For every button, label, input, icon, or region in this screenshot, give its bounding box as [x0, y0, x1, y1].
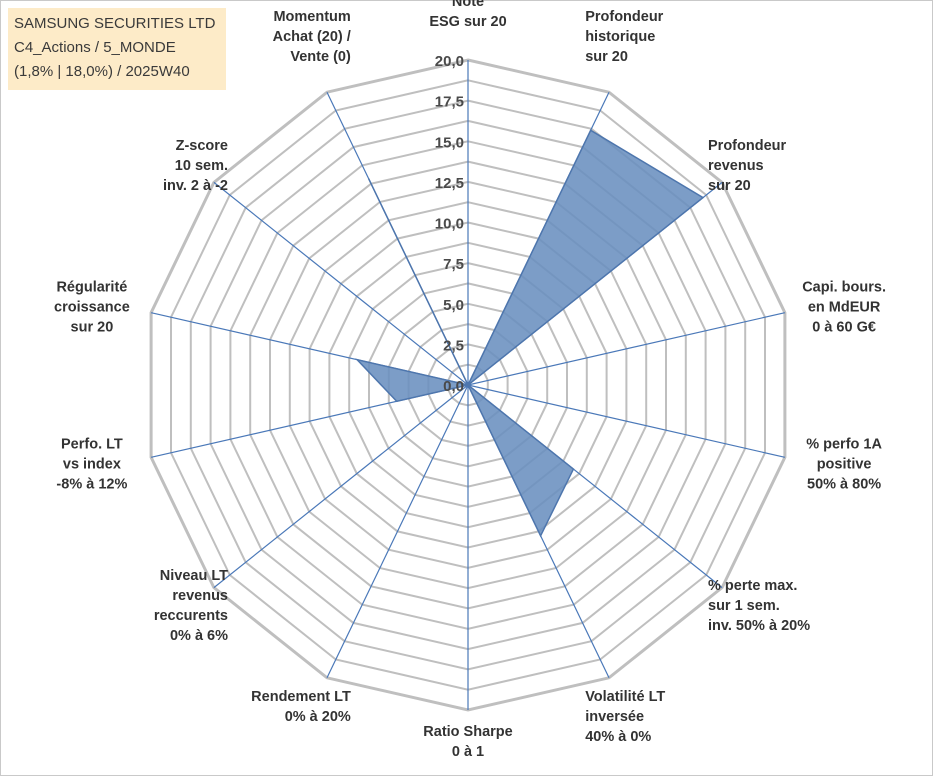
- axis-label-line: sur 1 sem.: [708, 598, 780, 614]
- axis-spoke: [213, 181, 469, 386]
- axis-label-line: vs index: [63, 457, 121, 473]
- axis-label: Volatilité LT inversée 40% à 0%: [585, 689, 665, 745]
- axis-label-line: Achat (20) /: [273, 29, 351, 45]
- axis-label-line: Note: [452, 0, 484, 10]
- axis-spoke: [213, 384, 469, 589]
- axis-label-line: 0 à 60 G€: [812, 320, 876, 336]
- radar-series: [354, 129, 705, 538]
- axis-label-line: Capi. bours.: [802, 280, 886, 296]
- axis-label-line: en MdEUR: [808, 300, 881, 316]
- axis-label-line: reccurents: [154, 608, 228, 624]
- axis-label-line: -8% à 12%: [56, 477, 127, 493]
- axis-label: % perte max. sur 1 sem. inv. 50% à 20%: [708, 578, 810, 634]
- axis-label-line: 0 à 1: [452, 744, 484, 760]
- tick-label: 15,0: [435, 134, 464, 151]
- axis-label-line: revenus: [172, 588, 228, 604]
- tick-label: 12,5: [435, 175, 464, 192]
- tick-label: 2,5: [443, 337, 464, 354]
- axis-label-line: sur 20: [71, 320, 114, 336]
- tick-label: 0,0: [443, 378, 464, 395]
- title-line-category: C4_Actions / 5_MONDE: [14, 39, 176, 56]
- axis-label-line: positive: [817, 457, 872, 473]
- axis-label-line: Rendement LT: [251, 689, 351, 705]
- axis-label: Capi. bours. en MdEUR 0 à 60 G€: [802, 280, 886, 336]
- axis-label: % perfo 1A positive 50% à 80%: [806, 437, 882, 493]
- axis-label-line: sur 20: [585, 49, 628, 65]
- tick-label: 7,5: [443, 256, 464, 273]
- axis-spoke: [326, 384, 469, 679]
- title-line-company: SAMSUNG SECURITIES LTD: [14, 15, 216, 32]
- axis-label-line: Momentum: [273, 9, 350, 25]
- axis-label: Perfo. LT vs index -8% à 12%: [56, 437, 127, 493]
- axis-label-line: Profondeur: [708, 138, 786, 154]
- axis-label-line: 50% à 80%: [807, 477, 881, 493]
- radar-axis-labels: Note ESG sur 20 Profondeur historique sur 20…: [54, 0, 886, 760]
- axis-label-line: revenus: [708, 158, 764, 174]
- axis-label-line: Niveau LT: [160, 568, 228, 584]
- axis-label-line: 0% à 6%: [170, 628, 228, 644]
- axis-label-line: % perfo 1A: [806, 437, 882, 453]
- axis-label-line: Volatilité LT: [585, 689, 665, 705]
- radar-tick-labels: 0,0 2,5 5,0 7,5 10,0 12,5 15,0 17,5 20,0: [435, 53, 464, 395]
- axis-label: Niveau LT revenus reccurents 0% à 6%: [154, 568, 228, 644]
- axis-label: Ratio Sharpe 0 à 1: [423, 724, 512, 760]
- tick-label: 5,0: [443, 297, 464, 314]
- axis-label: Z-score 10 sem. inv. 2 à -2: [163, 138, 228, 194]
- axis-label: Note ESG sur 20: [429, 0, 506, 30]
- axis-label-line: ESG sur 20: [429, 14, 506, 30]
- axis-label: Rendement LT 0% à 20%: [251, 689, 351, 725]
- axis-label-line: Vente (0): [290, 49, 351, 65]
- axis-label-line: croissance: [54, 300, 130, 316]
- axis-label-line: % perte max.: [708, 578, 797, 594]
- axis-label: Régularité croissance sur 20: [54, 280, 130, 336]
- axis-label-line: sur 20: [708, 178, 751, 194]
- series-area: [354, 129, 705, 538]
- axis-label-line: 40% à 0%: [585, 729, 651, 745]
- axis-label: Profondeur historique sur 20: [585, 9, 663, 65]
- axis-label-line: Ratio Sharpe: [423, 724, 512, 740]
- axis-label: Momentum Achat (20) / Vente (0): [273, 9, 351, 65]
- axis-spoke: [467, 312, 786, 386]
- axis-label-line: historique: [585, 29, 655, 45]
- tick-label: 10,0: [435, 216, 464, 233]
- axis-spoke: [467, 384, 786, 458]
- axis-label-line: Z-score: [176, 138, 228, 154]
- axis-label-line: Régularité: [56, 280, 127, 296]
- axis-label-line: inversée: [585, 709, 644, 725]
- tick-label: 20,0: [435, 53, 464, 70]
- axis-label-line: Profondeur: [585, 9, 663, 25]
- axis-label-line: Perfo. LT: [61, 437, 123, 453]
- axis-label-line: 10 sem.: [175, 158, 228, 174]
- axis-label: Profondeur revenus sur 20: [708, 138, 786, 194]
- axis-label-line: 0% à 20%: [285, 709, 351, 725]
- chart-title-box: SAMSUNG SECURITIES LTD C4_Actions / 5_MO…: [8, 8, 226, 90]
- title-line-range-week: (1,8% | 18,0%) / 2025W40: [14, 63, 190, 80]
- axis-label-line: inv. 2 à -2: [163, 178, 228, 194]
- axis-label-line: inv. 50% à 20%: [708, 618, 810, 634]
- tick-label: 17,5: [435, 94, 464, 111]
